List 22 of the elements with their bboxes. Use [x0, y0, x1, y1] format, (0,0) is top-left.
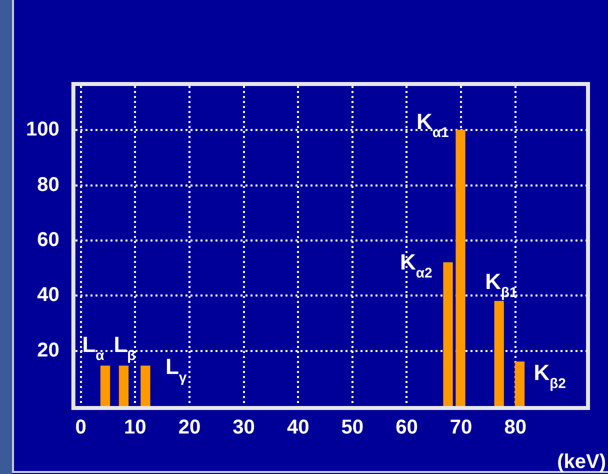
x-axis-title: (keV) — [557, 451, 606, 473]
bar — [456, 130, 466, 406]
y-tick-label: 20 — [37, 339, 60, 362]
bar — [514, 362, 525, 406]
y-tick-label: 40 — [37, 284, 60, 306]
y-tick-label: 80 — [37, 174, 60, 196]
x-tick-label: 20 — [178, 416, 201, 439]
bar — [443, 262, 453, 406]
bar — [100, 366, 110, 406]
x-tick-label: 40 — [286, 416, 310, 439]
x-tick-label: 80 — [504, 416, 527, 439]
bar — [494, 300, 504, 406]
bar — [140, 366, 150, 406]
y-tick-label: 100 — [26, 118, 60, 141]
x-tick-label: 0 — [75, 416, 86, 439]
x-tick-label: 30 — [232, 416, 255, 439]
x-tick-label: 60 — [396, 416, 418, 439]
x-tick-label: 70 — [450, 416, 472, 439]
x-tick-label: 10 — [124, 416, 146, 439]
x-tick-label: 50 — [341, 416, 364, 439]
bar — [118, 366, 129, 406]
y-tick-label: 60 — [37, 229, 60, 251]
